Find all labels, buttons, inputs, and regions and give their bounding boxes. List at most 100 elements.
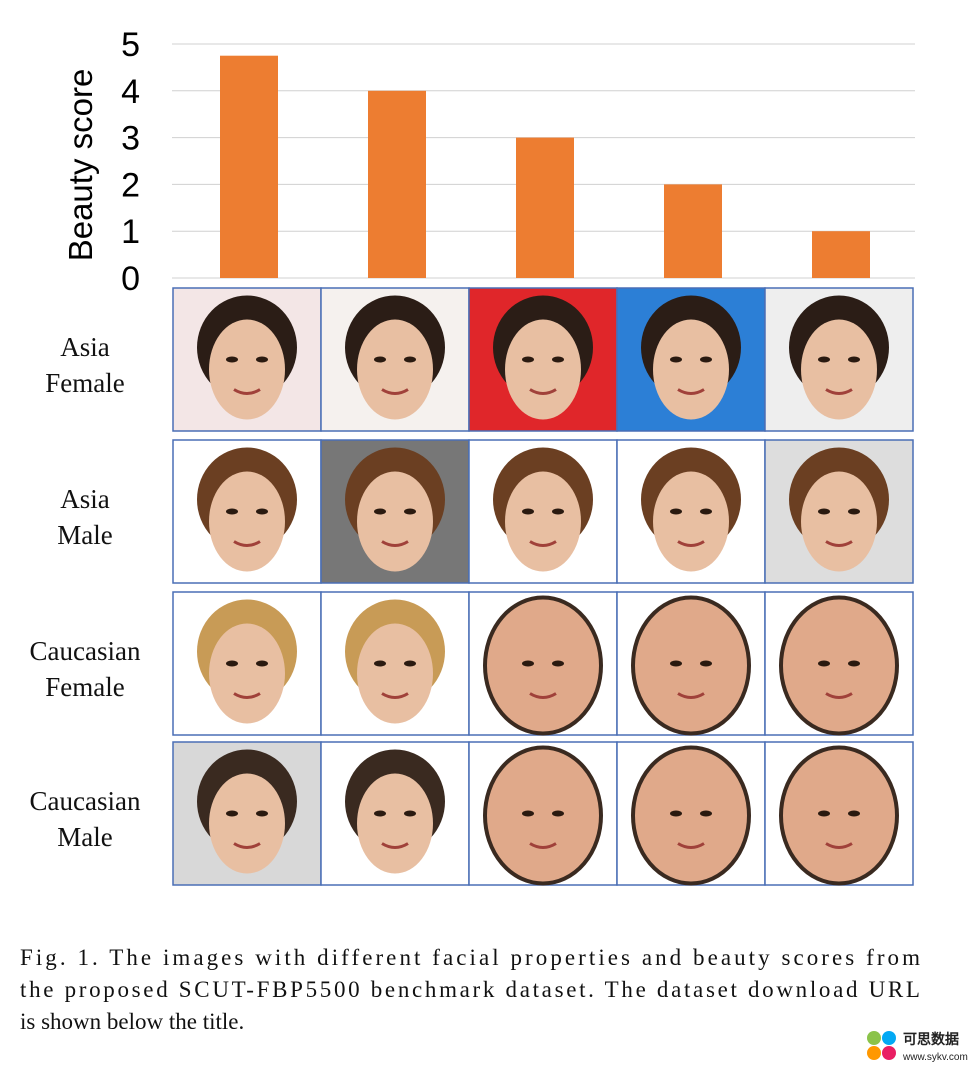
- row-label: Male: [57, 520, 112, 550]
- bar: [664, 184, 722, 278]
- eye: [818, 508, 830, 515]
- eye: [818, 356, 830, 363]
- mouth: [233, 842, 261, 849]
- row-label: Male: [57, 822, 112, 852]
- eye: [404, 356, 416, 363]
- mouth: [825, 540, 853, 547]
- caption-line: Fig. 1. The images with different facial…: [20, 945, 920, 970]
- row-label: Caucasian: [30, 636, 141, 666]
- y-tick-label: 3: [121, 120, 140, 158]
- watermark-url: www.sykv.com: [902, 1052, 968, 1063]
- mouth: [233, 692, 261, 699]
- face: [653, 471, 729, 572]
- eye: [404, 508, 416, 515]
- logo-dot: [882, 1046, 896, 1060]
- eye: [848, 356, 860, 363]
- face-oval: [483, 595, 603, 736]
- eye: [522, 810, 534, 817]
- face-oval: [483, 745, 603, 886]
- eye: [404, 810, 416, 817]
- eye: [522, 508, 534, 515]
- mouth: [381, 540, 409, 547]
- mouth: [529, 842, 557, 849]
- face: [357, 319, 433, 420]
- face: [505, 471, 581, 572]
- eye: [552, 356, 564, 363]
- mouth: [825, 842, 853, 849]
- eye: [226, 356, 238, 363]
- mouth: [381, 388, 409, 395]
- caption-line: is shown below the title.: [20, 1009, 244, 1034]
- eye: [552, 660, 564, 667]
- eye: [700, 356, 712, 363]
- face: [505, 319, 581, 420]
- face-oval: [779, 595, 899, 736]
- caption-line: the proposed SCUT-FBP5500 benchmark data…: [20, 977, 920, 1002]
- eye: [522, 356, 534, 363]
- eye: [848, 660, 860, 667]
- face-oval: [779, 745, 899, 886]
- y-tick-label: 4: [121, 73, 140, 111]
- face: [801, 471, 877, 572]
- bar: [220, 55, 278, 279]
- eye: [552, 810, 564, 817]
- eye: [670, 508, 682, 515]
- eye: [226, 508, 238, 515]
- eye: [226, 810, 238, 817]
- mouth: [381, 842, 409, 849]
- face: [801, 319, 877, 420]
- mouth: [381, 692, 409, 699]
- eye: [848, 508, 860, 515]
- bar: [812, 231, 870, 278]
- bar: [516, 137, 574, 278]
- watermark: 可思数据 www.sykv.com: [867, 1031, 968, 1063]
- logo-dot: [867, 1031, 881, 1045]
- eye: [256, 660, 268, 667]
- face: [209, 319, 285, 420]
- row-label: Female: [45, 672, 124, 702]
- eye: [848, 810, 860, 817]
- y-tick-label: 5: [121, 26, 140, 64]
- row-label: Caucasian: [30, 786, 141, 816]
- logo-dot: [867, 1046, 881, 1060]
- eye: [818, 660, 830, 667]
- face: [357, 471, 433, 572]
- logo-dot: [882, 1031, 896, 1045]
- face: [209, 623, 285, 724]
- eye: [256, 356, 268, 363]
- row-label: Asia: [60, 332, 110, 362]
- eye: [552, 508, 564, 515]
- eye: [700, 660, 712, 667]
- face: [209, 471, 285, 572]
- y-tick-label: 2: [121, 166, 140, 204]
- face: [653, 319, 729, 420]
- mouth: [529, 692, 557, 699]
- eye: [374, 810, 386, 817]
- mouth: [233, 540, 261, 547]
- bar: [368, 90, 426, 278]
- eye: [374, 660, 386, 667]
- face-oval: [631, 745, 751, 886]
- eye: [404, 660, 416, 667]
- mouth: [529, 388, 557, 395]
- mouth: [677, 388, 705, 395]
- watermark-text: 可思数据: [903, 1031, 959, 1047]
- row-label: Asia: [60, 484, 110, 514]
- mouth: [529, 540, 557, 547]
- eye: [700, 810, 712, 817]
- eye: [374, 508, 386, 515]
- eye: [226, 660, 238, 667]
- row-label: Female: [45, 368, 124, 398]
- mouth: [233, 388, 261, 395]
- eye: [670, 356, 682, 363]
- mouth: [677, 540, 705, 547]
- eye: [256, 508, 268, 515]
- face: [357, 623, 433, 724]
- mouth: [677, 692, 705, 699]
- mouth: [825, 388, 853, 395]
- eye: [818, 810, 830, 817]
- mouth: [677, 842, 705, 849]
- face-oval: [631, 595, 751, 736]
- eye: [670, 810, 682, 817]
- eye: [700, 508, 712, 515]
